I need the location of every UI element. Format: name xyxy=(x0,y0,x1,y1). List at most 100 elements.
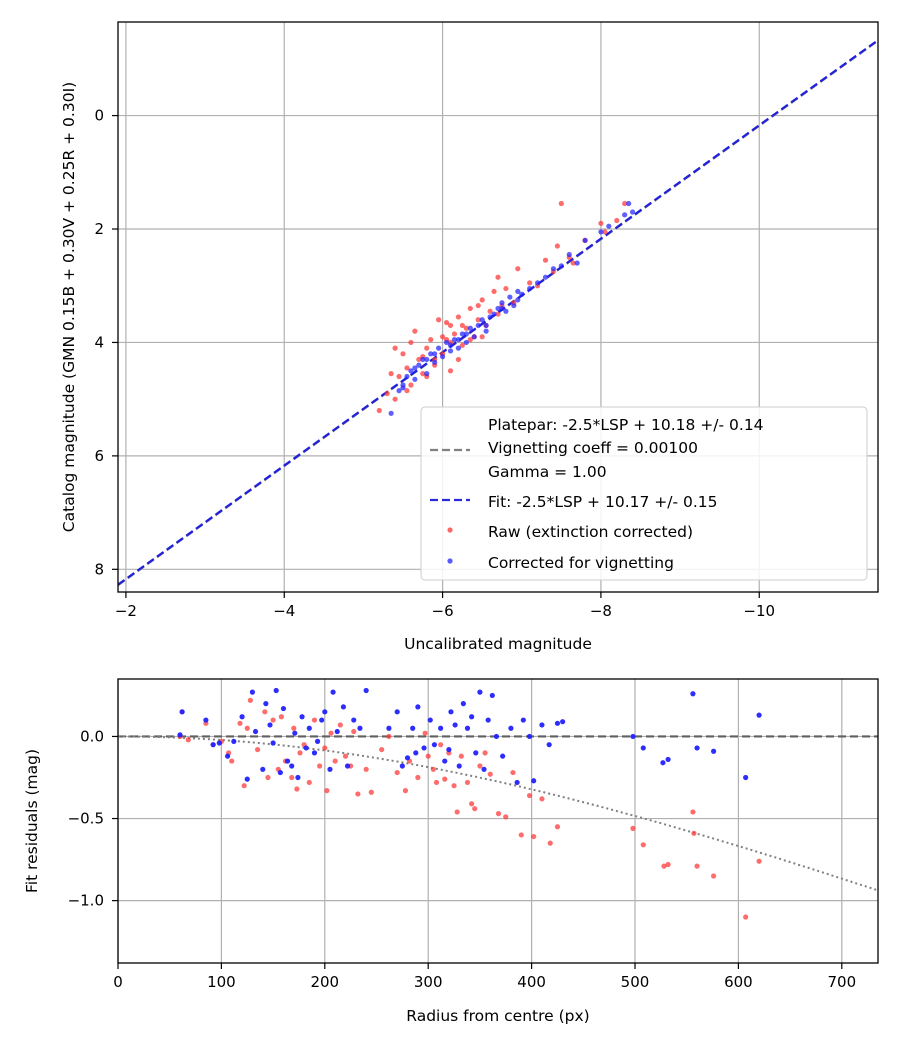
corrected-point xyxy=(400,385,406,391)
raw-point xyxy=(570,260,576,266)
raw-residual-point xyxy=(355,791,361,797)
raw-residual-point xyxy=(306,779,312,786)
bottom-x-tick-label: 600 xyxy=(724,973,753,991)
corrected-residual-point xyxy=(410,725,416,731)
corrected-residual-point xyxy=(216,740,222,746)
corrected-point xyxy=(424,371,430,377)
corrected-point xyxy=(598,229,604,235)
raw-residual-point xyxy=(379,746,385,753)
raw-residual-point xyxy=(487,771,493,777)
raw-point xyxy=(455,356,462,363)
top-x-tick-label: −2 xyxy=(115,602,137,620)
corrected-residual-point xyxy=(485,717,491,723)
bottom-plot-frame xyxy=(117,678,879,964)
raw-point xyxy=(463,325,469,331)
top-plot-frame xyxy=(117,21,879,593)
raw-residual-point xyxy=(351,728,357,735)
raw-residual-point xyxy=(185,737,191,743)
raw-point xyxy=(451,331,458,337)
corrected-point xyxy=(527,285,533,292)
bottom-points xyxy=(177,687,762,920)
bottom-x-tick-label: 400 xyxy=(517,973,546,991)
raw-residual-point xyxy=(386,733,392,740)
corrected-residual-point xyxy=(394,709,400,715)
corrected-residual-point xyxy=(438,725,444,731)
corrected-residual-point xyxy=(481,766,487,772)
corrected-residual-point xyxy=(413,750,419,756)
raw-residual-point xyxy=(531,833,537,840)
corrected-residual-point xyxy=(280,705,287,712)
raw-residual-point xyxy=(368,789,374,795)
legend-label-fit: Fit: -2.5*LSP + 10.17 +/- 0.15 xyxy=(488,493,718,511)
bottom-x-tick-label: 100 xyxy=(207,973,236,991)
raw-residual-point xyxy=(469,801,475,807)
legend-box xyxy=(420,406,868,581)
raw-residual-point xyxy=(510,769,516,776)
corrected-residual-point xyxy=(334,728,340,735)
raw-residual-point xyxy=(442,776,448,782)
corrected-point xyxy=(428,351,434,357)
corrected-residual-point xyxy=(514,779,520,786)
raw-point xyxy=(420,371,426,377)
corrected-residual-point xyxy=(319,717,325,723)
raw-residual-point xyxy=(503,814,509,820)
corrected-residual-point xyxy=(311,750,318,756)
corrected-residual-point xyxy=(690,691,696,697)
corrected-residual-point xyxy=(469,714,475,720)
top-points xyxy=(376,200,636,416)
corrected-residual-point xyxy=(554,720,561,726)
corrected-residual-point xyxy=(314,738,321,744)
corrected-residual-point xyxy=(539,722,545,728)
raw-point xyxy=(436,317,442,323)
corrected-residual-point xyxy=(560,719,566,725)
raw-residual-point xyxy=(278,714,284,720)
raw-point xyxy=(622,200,628,207)
raw-residual-point xyxy=(458,753,464,759)
raw-point xyxy=(396,373,402,380)
raw-point xyxy=(455,314,462,320)
corrected-point xyxy=(566,251,572,258)
raw-point xyxy=(554,243,560,249)
corrected-residual-point xyxy=(404,755,411,761)
corrected-point xyxy=(455,337,462,343)
corrected-residual-point xyxy=(267,722,273,728)
corrected-point xyxy=(542,274,549,280)
raw-point xyxy=(404,365,410,371)
legend-label-corrected: Corrected for vignetting xyxy=(488,554,674,572)
raw-point xyxy=(404,388,410,394)
corrected-residual-point xyxy=(710,748,717,754)
corrected-residual-point xyxy=(756,712,762,718)
corrected-residual-point xyxy=(327,766,333,772)
raw-point xyxy=(447,322,454,329)
raw-residual-point xyxy=(294,786,300,792)
raw-point xyxy=(459,322,465,329)
corrected-residual-point xyxy=(225,753,231,759)
corrected-point xyxy=(443,339,450,346)
raw-point xyxy=(424,345,430,351)
raw-residual-point xyxy=(430,766,436,772)
raw-point xyxy=(408,382,414,388)
top-x-tick-label: −6 xyxy=(432,602,454,620)
corrected-point xyxy=(515,297,521,303)
corrected-residual-point xyxy=(520,717,526,723)
corrected-residual-point xyxy=(508,725,514,731)
corrected-residual-point xyxy=(473,750,479,756)
raw-residual-point xyxy=(743,914,749,920)
corrected-residual-point xyxy=(448,709,454,715)
corrected-point xyxy=(420,356,426,363)
corrected-point xyxy=(626,200,632,207)
corrected-residual-point xyxy=(456,763,462,769)
legend-blue-marker xyxy=(447,558,453,564)
corrected-residual-point xyxy=(299,714,305,720)
corrected-residual-point xyxy=(489,692,495,699)
raw-residual-point xyxy=(477,763,483,769)
raw-residual-point xyxy=(328,730,334,736)
raw-residual-point xyxy=(317,763,323,769)
corrected-residual-point xyxy=(630,733,636,740)
corrected-residual-point xyxy=(344,763,351,769)
raw-residual-point xyxy=(547,840,553,846)
raw-residual-point xyxy=(451,783,457,789)
vignetting-model-curve xyxy=(118,735,879,892)
raw-residual-point xyxy=(332,758,338,764)
